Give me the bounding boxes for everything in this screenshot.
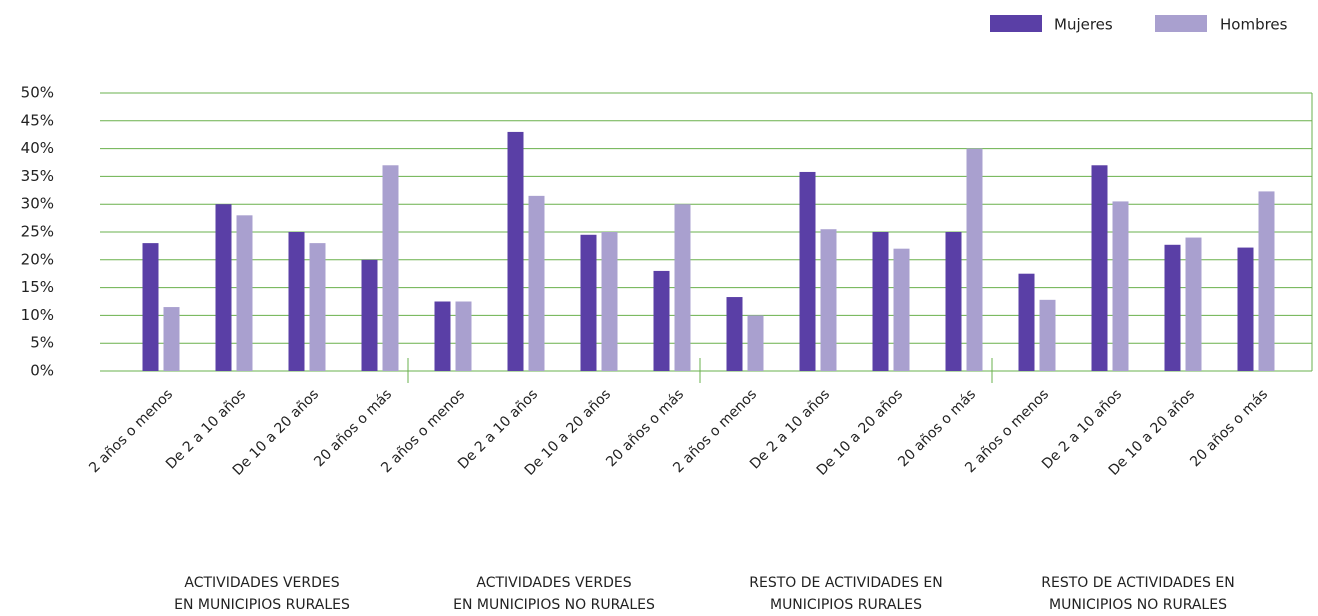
bar xyxy=(361,259,378,371)
bar xyxy=(1018,273,1035,371)
bar xyxy=(1237,247,1254,371)
group-label: MUNICIPIOS NO RURALES xyxy=(1049,597,1227,613)
legend-swatch xyxy=(990,15,1042,32)
bar xyxy=(507,131,524,371)
bar xyxy=(674,204,691,371)
bar xyxy=(580,234,597,371)
bar xyxy=(966,148,983,371)
bar xyxy=(1112,201,1129,371)
x-tick-label: De 2 a 10 años xyxy=(1039,386,1125,472)
x-tick-label: 2 años o menos xyxy=(86,386,176,476)
bar xyxy=(1039,299,1056,371)
y-tick-label: 25% xyxy=(21,223,54,241)
bar xyxy=(1091,165,1108,371)
group-label: MUNICIPIOS RURALES xyxy=(770,597,922,613)
x-tick-label: De 2 a 10 años xyxy=(747,386,833,472)
x-tick-label: 20 años o más xyxy=(895,386,979,470)
y-tick-label: 45% xyxy=(21,111,54,129)
bar xyxy=(945,232,962,371)
y-tick-label: 20% xyxy=(21,250,54,268)
group-label: RESTO DE ACTIVIDADES EN xyxy=(1041,575,1234,591)
x-tick-label: 20 años o más xyxy=(1187,386,1271,470)
bar xyxy=(288,232,305,371)
y-tick-label: 40% xyxy=(21,139,54,157)
bar xyxy=(1164,244,1181,371)
group-label: ACTIVIDADES VERDES xyxy=(184,575,339,591)
bar xyxy=(528,195,545,371)
bar xyxy=(872,232,889,371)
bar xyxy=(747,315,764,371)
x-tick-label: De 2 a 10 años xyxy=(163,386,249,472)
bar xyxy=(1185,237,1202,371)
group-label: EN MUNICIPIOS RURALES xyxy=(174,597,350,613)
bar xyxy=(309,243,326,371)
group-label: EN MUNICIPIOS NO RURALES xyxy=(453,597,655,613)
y-tick-label: 10% xyxy=(21,306,54,324)
bar xyxy=(726,297,743,371)
bar xyxy=(434,301,451,371)
legend-label: Hombres xyxy=(1220,16,1288,34)
bar xyxy=(382,165,399,371)
y-tick-label: 15% xyxy=(21,278,54,296)
y-tick-label: 35% xyxy=(21,167,54,185)
bar xyxy=(601,232,618,371)
group-label: ACTIVIDADES VERDES xyxy=(476,575,631,591)
bar xyxy=(1258,191,1275,371)
y-tick-label: 5% xyxy=(30,334,54,352)
bar xyxy=(142,243,159,371)
bar xyxy=(215,204,232,371)
legend-swatch xyxy=(1155,15,1207,32)
x-tick-label: 20 años o más xyxy=(311,386,395,470)
y-tick-label: 0% xyxy=(30,362,54,380)
bar xyxy=(163,307,180,371)
bar xyxy=(820,229,837,371)
legend-label: Mujeres xyxy=(1054,16,1113,34)
bar xyxy=(893,248,910,371)
group-label: RESTO DE ACTIVIDADES EN xyxy=(749,575,942,591)
bar xyxy=(455,301,472,371)
y-tick-label: 30% xyxy=(21,195,54,213)
x-tick-label: De 2 a 10 años xyxy=(455,386,541,472)
y-tick-label: 50% xyxy=(21,84,54,102)
bar xyxy=(236,215,253,371)
bar xyxy=(653,270,670,371)
x-tick-label: 20 años o más xyxy=(603,386,687,470)
bar xyxy=(799,171,816,371)
